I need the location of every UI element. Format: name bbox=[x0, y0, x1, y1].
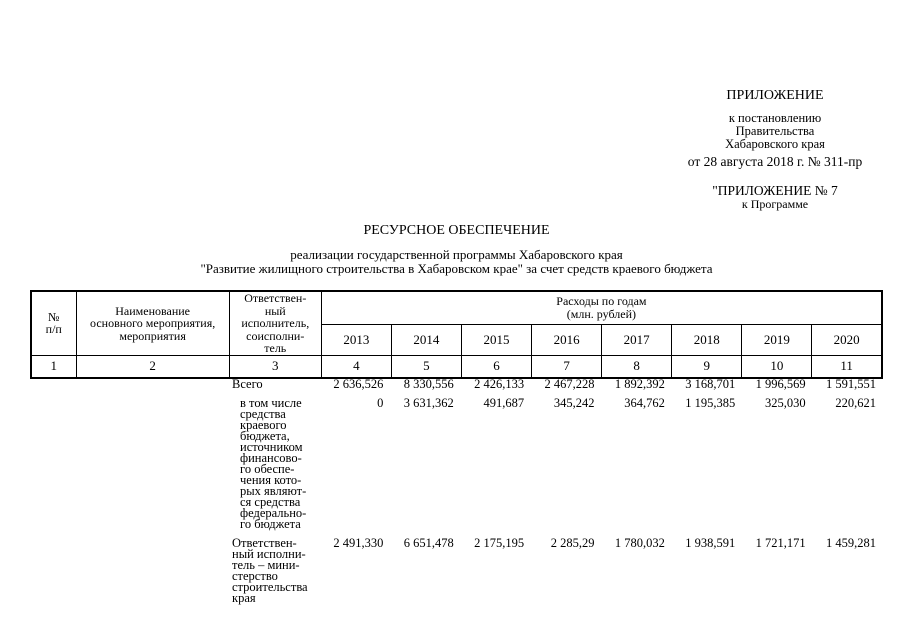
column-number: 1 bbox=[30, 354, 77, 378]
col-header-expenses: Расходы по годам (млн. рублей) bbox=[320, 290, 883, 325]
appendix-date-number: от 28 августа 2018 г. № 311-пр bbox=[687, 154, 863, 169]
row-label: Всего bbox=[232, 377, 263, 391]
col-header-num: № п/п bbox=[30, 290, 77, 356]
column-number: 6 bbox=[460, 354, 533, 378]
table-row-total: Всего 2 636,526 8 330,556 2 426,133 2 46… bbox=[30, 377, 883, 391]
row-value: 1 195,385 bbox=[685, 396, 736, 410]
row-value: 325,030 bbox=[765, 396, 806, 410]
row-label: Ответствен- ный исполни- тель – мини- ст… bbox=[232, 536, 308, 605]
row-value: 8 330,556 bbox=[403, 377, 454, 391]
column-number: 9 bbox=[671, 354, 743, 378]
column-number: 8 bbox=[601, 354, 673, 378]
document-subtitle-line1: реализации государственной программы Хаб… bbox=[290, 247, 623, 262]
row-value: 1 892,392 bbox=[614, 377, 665, 391]
row-value: 2 285,29 bbox=[550, 536, 595, 550]
row-value: 0 bbox=[377, 396, 384, 410]
year-header-2013: 2013 bbox=[320, 323, 392, 356]
row-value: 2 175,195 bbox=[474, 536, 525, 550]
year-header-2020: 2020 bbox=[811, 323, 883, 356]
row-value: 1 780,032 bbox=[614, 536, 665, 550]
appendix-block: ПРИЛОЖЕНИЕ к постановлению Правительства… bbox=[645, 88, 905, 211]
column-number: 2 bbox=[75, 354, 230, 378]
row-label: в том числе средства краевого бюджета, и… bbox=[240, 396, 307, 531]
row-value: 220,621 bbox=[835, 396, 876, 410]
table-row-including-federal: в том числе средства краевого бюджета, и… bbox=[30, 396, 883, 531]
column-number: 4 bbox=[320, 354, 392, 378]
row-value: 3 631,362 bbox=[403, 396, 454, 410]
appendix-number: "ПРИЛОЖЕНИЕ № 7 bbox=[712, 183, 838, 198]
document-subtitle-line2: "Развитие жилищного строительства в Хаба… bbox=[200, 260, 713, 276]
row-value: 1 996,569 bbox=[755, 377, 806, 391]
row-value: 1 938,591 bbox=[685, 536, 736, 550]
row-value: 2 636,526 bbox=[333, 377, 384, 391]
column-number: 7 bbox=[531, 354, 603, 378]
row-value: 1 591,551 bbox=[826, 377, 876, 391]
table-body: Всего 2 636,526 8 330,556 2 426,133 2 46… bbox=[30, 377, 883, 605]
row-value: 3 168,701 bbox=[685, 377, 736, 391]
appendix-to-program: к Программе bbox=[741, 197, 809, 211]
column-number: 3 bbox=[228, 354, 322, 378]
year-header-2015: 2015 bbox=[460, 323, 533, 356]
year-header-2016: 2016 bbox=[531, 323, 603, 356]
appendix-label: ПРИЛОЖЕНИЕ bbox=[726, 88, 824, 103]
resource-table: № п/п Наименование основного мероприятия… bbox=[30, 290, 883, 379]
title-block: РЕСУРСНОЕ ОБЕСПЕЧЕНИЕ реализации государ… bbox=[30, 223, 883, 275]
row-value: 364,762 bbox=[624, 396, 665, 410]
row-value: 2 426,133 bbox=[474, 377, 525, 391]
row-value: 2 491,330 bbox=[333, 536, 384, 550]
year-header-2014: 2014 bbox=[390, 323, 462, 356]
col-header-executor: Ответствен- ный исполнитель, соисполни- … bbox=[228, 290, 322, 356]
appendix-government: Правительства bbox=[735, 124, 815, 138]
col-header-name: Наименование основного мероприятия, меро… bbox=[75, 290, 230, 356]
year-header-2019: 2019 bbox=[741, 323, 813, 356]
row-value: 345,242 bbox=[553, 396, 595, 410]
appendix-region: Хабаровского края bbox=[725, 137, 825, 151]
column-number: 5 bbox=[390, 354, 462, 378]
year-header-2017: 2017 bbox=[601, 323, 673, 356]
column-number: 11 bbox=[811, 354, 883, 378]
appendix-to-resolution: к постановлению bbox=[728, 111, 822, 125]
row-value: 491,687 bbox=[483, 396, 525, 410]
document-title: РЕСУРСНОЕ ОБЕСПЕЧЕНИЕ bbox=[363, 223, 550, 238]
year-header-2018: 2018 bbox=[671, 323, 743, 356]
column-number: 10 bbox=[741, 354, 813, 378]
row-value: 1 459,281 bbox=[826, 536, 876, 550]
row-value: 6 651,478 bbox=[403, 536, 454, 550]
table-row-ministry: Ответствен- ный исполни- тель – мини- ст… bbox=[30, 536, 883, 605]
row-value: 2 467,228 bbox=[544, 377, 595, 391]
row-value: 1 721,171 bbox=[755, 536, 806, 550]
